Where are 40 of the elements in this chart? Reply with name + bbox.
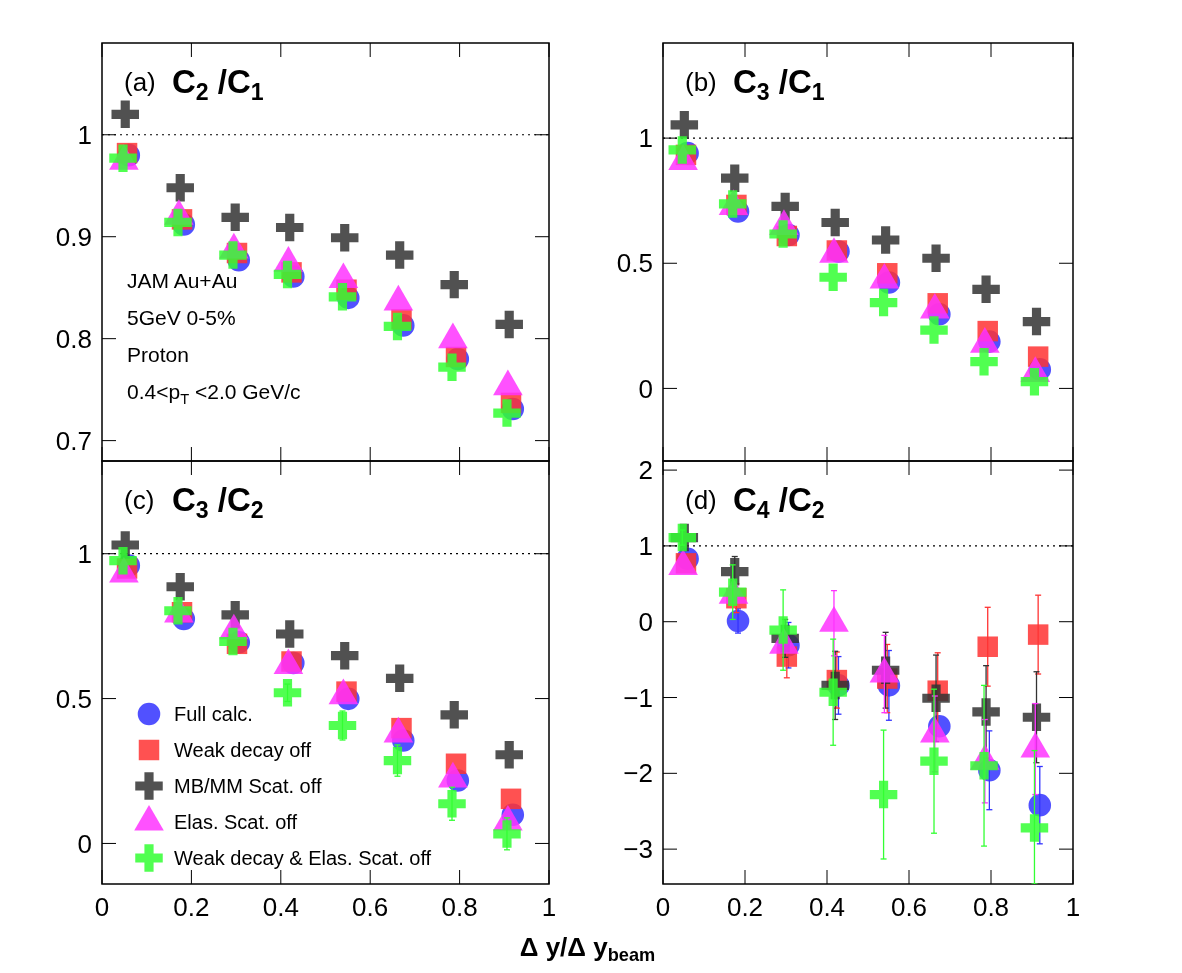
y-tick-label: 0.8 <box>55 323 92 354</box>
y-tick-label: −1 <box>623 682 653 713</box>
annotation: 5GeV 0-5% <box>127 306 236 329</box>
legend-label: Elas. Scat. off <box>174 811 298 833</box>
text: (a) C$_{2}$/C$_{1}$ <box>124 63 264 105</box>
x-axis-title: Δ y/Δ y$_{beam}$ <box>519 932 656 966</box>
y-tick-label: 0 <box>77 828 92 859</box>
y-tick-label: −2 <box>623 758 653 789</box>
x-tick-label: 1 <box>1065 892 1081 922</box>
text: (d) C$_{4}$/C$_{2}$ <box>685 481 825 523</box>
x-tick-label: 1 <box>541 892 557 922</box>
y-tick-label: 0 <box>638 373 653 404</box>
y-tick-label: 2 <box>638 455 653 486</box>
text: (b) C$_{3}$/C$_{1}$ <box>685 63 825 105</box>
y-tick-label: 1 <box>77 538 92 569</box>
legend-label: Full calc. <box>174 703 253 725</box>
y-tick-label: 1 <box>638 123 653 154</box>
x-tick-label: 0.8 <box>972 892 1010 922</box>
annotation: Proton <box>127 343 189 366</box>
y-tick-label: 0.7 <box>55 425 92 456</box>
y-tick-label: 0.5 <box>55 683 92 714</box>
y-tick-label: 0.9 <box>55 221 92 252</box>
y-tick-label: 0 <box>638 606 653 637</box>
y-tick-label: 1 <box>77 119 92 150</box>
x-tick-label: 0.2 <box>726 892 764 922</box>
legend-label: Weak decay off <box>174 739 312 761</box>
y-tick-label: −3 <box>623 834 653 865</box>
x-tick-label: 0.6 <box>352 892 389 922</box>
x-tick-label: 0.4 <box>808 892 846 922</box>
legend-label: MB/MM Scat. off <box>174 775 322 797</box>
x-tick-label: 0.8 <box>441 892 478 922</box>
x-tick-label: 0.6 <box>890 892 928 922</box>
annotation: JAM Au+Au <box>127 269 238 292</box>
text: (c) C$_{3}$/C$_{2}$ <box>124 481 264 523</box>
legend-label: Weak decay & Elas. Scat. off <box>174 847 432 869</box>
x-tick-label: 0.4 <box>262 892 299 922</box>
annotation: 0.4<p$_{T}$<2.0 GeV/c <box>127 380 301 407</box>
y-tick-label: 1 <box>638 531 653 561</box>
y-tick-label: 0.5 <box>616 248 653 279</box>
x-tick-label: 0.2 <box>173 892 210 922</box>
